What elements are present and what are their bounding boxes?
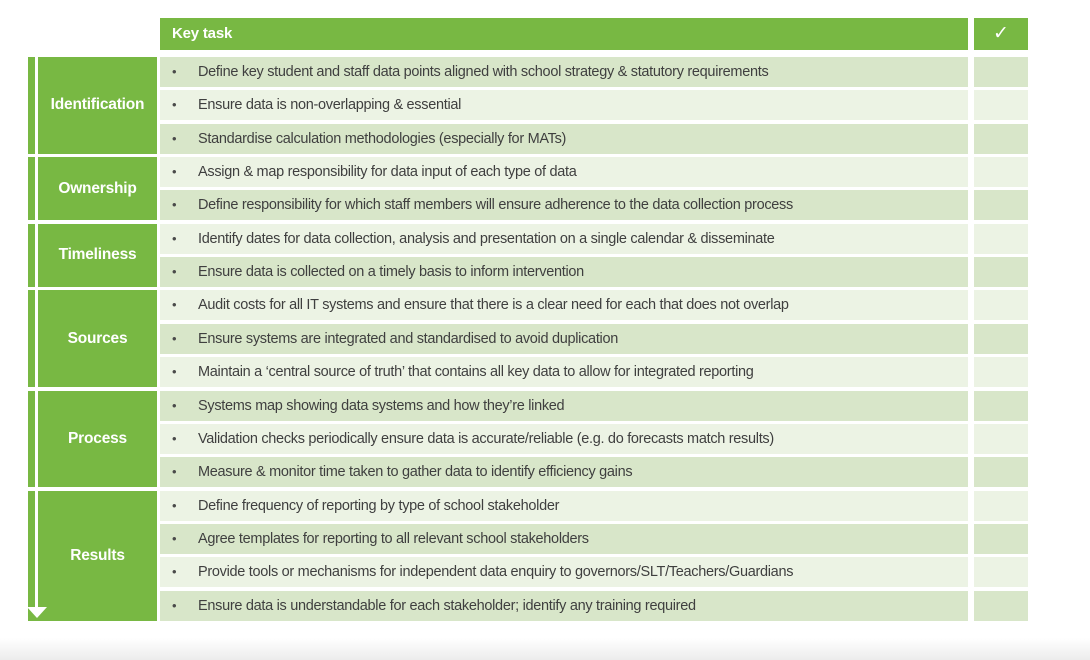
task-cell: • Assign & map responsibility for data i… (160, 157, 968, 188)
task-text: Define responsibility for which staff me… (198, 197, 793, 214)
task-cell: • Ensure data is non-overlapping & essen… (160, 90, 968, 121)
task-text: Define key student and staff data points… (198, 64, 769, 80)
bullet-icon: • (172, 564, 177, 580)
bullet-icon: • (172, 130, 177, 146)
bullet-icon: • (172, 597, 177, 613)
bullet-icon: • (172, 464, 177, 480)
header-key-task-label: Key task (172, 25, 233, 42)
bullet-icon: • (172, 330, 177, 346)
task-cell: • Identify dates for data collection, an… (160, 223, 968, 254)
task-text: Standardise calculation methodologies (e… (198, 130, 567, 147)
category-box-process: Process (28, 390, 157, 488)
task-text: Ensure data is collected on a timely bas… (198, 264, 584, 281)
task-cell: • Systems map showing data systems and h… (160, 390, 968, 421)
check-cell (974, 557, 1028, 588)
task-text: Assign & map responsibility for data inp… (198, 164, 577, 181)
task-cell: • Define key student and staff data poin… (160, 57, 968, 87)
task-cell: • Ensure data is collected on a timely b… (160, 257, 968, 288)
task-text: Measure & monitor time taken to gather d… (198, 464, 633, 481)
check-cell (974, 457, 1028, 488)
category-box-ownership: Ownership (28, 157, 157, 221)
task-text: Systems map showing data systems and how… (198, 397, 565, 414)
task-cell: • Ensure systems are integrated and stan… (160, 323, 968, 354)
check-cell (974, 123, 1028, 154)
task-text: Identify dates for data collection, anal… (198, 230, 775, 247)
task-cell: • Validation checks periodically ensure … (160, 423, 968, 454)
task-cell: • Provide tools or mechanisms for indepe… (160, 557, 968, 588)
check-cell (974, 57, 1028, 87)
bullet-icon: • (172, 230, 177, 246)
bullet-icon: • (172, 530, 177, 546)
task-text: Ensure systems are integrated and standa… (198, 330, 618, 347)
bullet-icon: • (172, 430, 177, 446)
category-label: Ownership (58, 179, 137, 197)
flow-arrow-line (35, 57, 38, 608)
check-cell (974, 157, 1028, 188)
task-cell: • Agree templates for reporting to all r… (160, 523, 968, 554)
check-cell (974, 423, 1028, 454)
check-cell (974, 290, 1028, 321)
task-text: Maintain a ‘central source of truth’ tha… (198, 364, 754, 381)
bullet-icon: • (172, 264, 177, 280)
task-cell: • Ensure data is understandable for each… (160, 590, 968, 621)
bullet-icon: • (172, 364, 177, 380)
check-cell (974, 90, 1028, 121)
task-cell: • Define frequency of reporting by type … (160, 490, 968, 521)
category-label: Process (68, 429, 127, 447)
bullet-icon: • (172, 164, 177, 180)
task-text: Audit costs for all IT systems and ensur… (198, 297, 789, 314)
bullet-icon: • (172, 397, 177, 413)
category-label: Identification (50, 96, 145, 114)
check-cell (974, 223, 1028, 254)
check-icon: ✓ (993, 23, 1009, 44)
task-text: Validation checks periodically ensure da… (198, 430, 774, 447)
category-box-results: Results (28, 490, 157, 621)
arrow-down-icon (27, 607, 47, 618)
check-cell (974, 390, 1028, 421)
category-label: Results (70, 546, 125, 564)
bullet-icon: • (172, 297, 177, 313)
task-text: Ensure data is non-overlapping & essenti… (198, 97, 462, 114)
task-text: Ensure data is understandable for each s… (198, 597, 696, 614)
check-cell (974, 323, 1028, 354)
check-cell (974, 357, 1028, 388)
task-text: Provide tools or mechanisms for independ… (198, 564, 794, 581)
bullet-icon: • (172, 64, 177, 79)
category-box-timeliness: Timeliness (28, 223, 157, 288)
bullet-icon: • (172, 197, 177, 213)
check-cell (974, 590, 1028, 621)
bullet-icon: • (172, 497, 177, 513)
check-cell (974, 490, 1028, 521)
task-cell: • Define responsibility for which staff … (160, 190, 968, 221)
task-cell: • Measure & monitor time taken to gather… (160, 457, 968, 488)
header-key-task: Key task (160, 18, 968, 50)
category-box-identification: Identification (28, 57, 157, 154)
bullet-icon: • (172, 97, 177, 113)
check-cell (974, 190, 1028, 221)
header-check-column: ✓ (974, 18, 1028, 50)
category-label: Timeliness (58, 246, 137, 264)
check-cell (974, 523, 1028, 554)
category-label: Sources (67, 329, 128, 347)
task-text: Agree templates for reporting to all rel… (198, 530, 589, 547)
check-cell (974, 257, 1028, 288)
task-cell: • Audit costs for all IT systems and ens… (160, 290, 968, 321)
task-text: Define frequency of reporting by type of… (198, 497, 560, 514)
slide-bottom-edge (0, 638, 1090, 660)
task-cell: • Standardise calculation methodologies … (160, 123, 968, 154)
category-box-sources: Sources (28, 290, 157, 388)
task-cell: • Maintain a ‘central source of truth’ t… (160, 357, 968, 388)
